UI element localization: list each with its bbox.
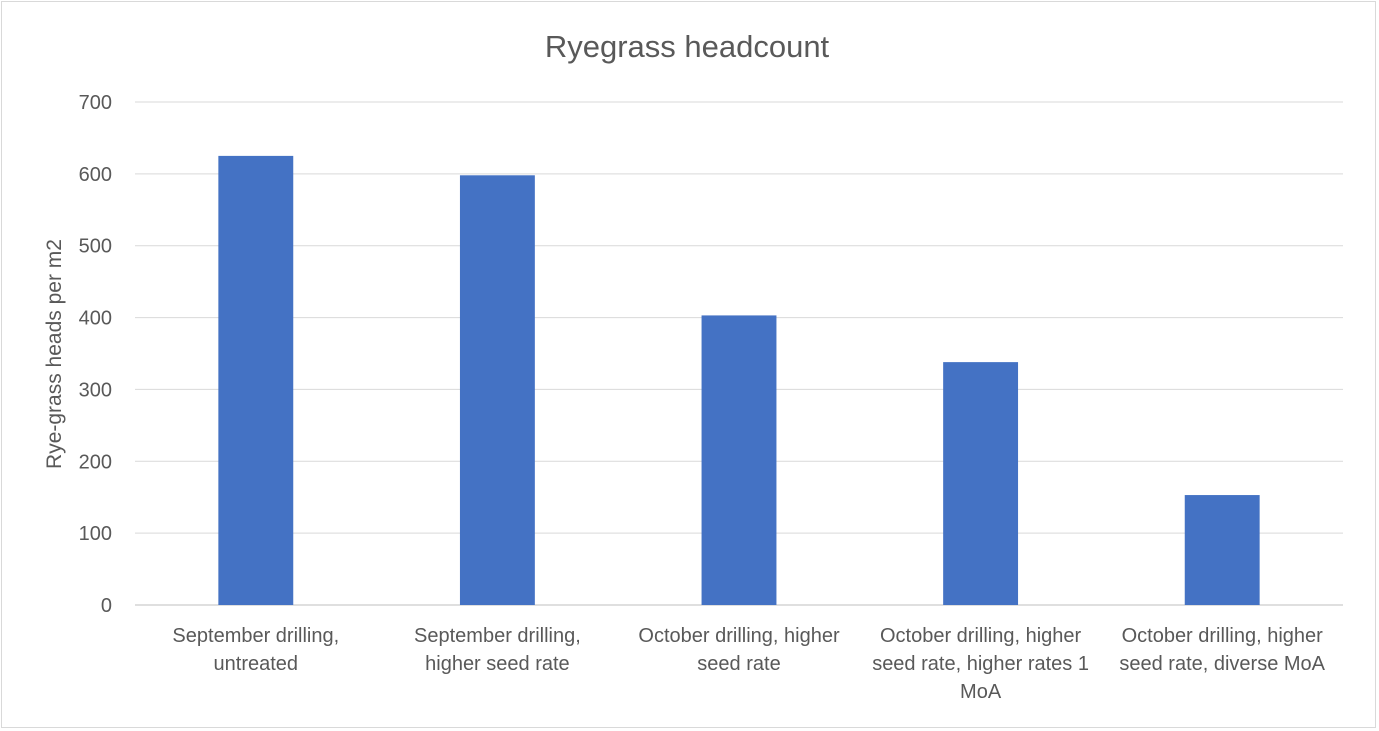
y-tick-label: 400 bbox=[79, 308, 112, 330]
bars bbox=[218, 155, 1260, 605]
y-tick-label: 300 bbox=[79, 379, 112, 401]
chart-title: Ryegrass headcount bbox=[545, 29, 830, 64]
bar bbox=[943, 362, 1019, 605]
y-tick-label: 200 bbox=[79, 451, 112, 473]
x-tick-label: October drilling, higher seed rate, diver… bbox=[1119, 625, 1325, 675]
bar bbox=[459, 175, 535, 605]
x-tick-label: October drilling, higher seed rate, highe… bbox=[872, 625, 1089, 703]
bar bbox=[1184, 495, 1260, 605]
x-tick-label: October drilling, higher seed rate bbox=[638, 625, 840, 675]
x-tick-label: September drilling, higher seed rate bbox=[414, 625, 581, 675]
y-tick-label: 100 bbox=[79, 523, 112, 545]
y-tick-label: 700 bbox=[79, 92, 112, 114]
y-axis-title: Rye-grass heads per m2 bbox=[43, 239, 66, 469]
y-axis-ticks: 0 100 200 300 400 500 600 700 bbox=[79, 92, 112, 617]
x-tick-label: September drilling, untreated bbox=[172, 625, 339, 675]
bar bbox=[218, 155, 294, 605]
y-tick-label: 600 bbox=[79, 164, 112, 186]
x-axis-labels: September drilling, untreated September dr… bbox=[172, 625, 1325, 703]
bar bbox=[701, 315, 777, 605]
y-tick-label: 500 bbox=[79, 236, 112, 258]
y-tick-label: 0 bbox=[101, 595, 112, 617]
